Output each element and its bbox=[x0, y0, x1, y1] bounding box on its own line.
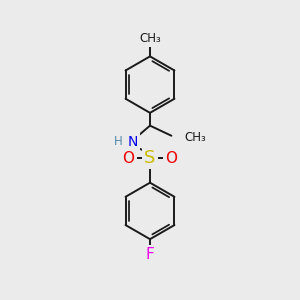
Text: N: N bbox=[128, 135, 138, 149]
Text: O: O bbox=[123, 151, 135, 166]
Text: S: S bbox=[144, 149, 156, 167]
Text: H: H bbox=[114, 135, 123, 148]
Text: CH₃: CH₃ bbox=[139, 32, 161, 45]
Text: CH₃: CH₃ bbox=[185, 131, 206, 144]
Text: F: F bbox=[146, 247, 154, 262]
Text: O: O bbox=[165, 151, 177, 166]
